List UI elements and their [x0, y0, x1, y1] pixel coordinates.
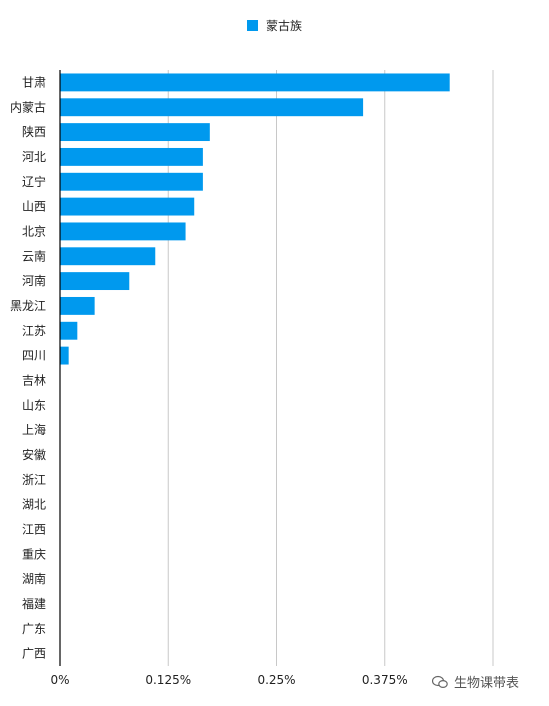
bar [60, 346, 69, 365]
legend-label: 蒙古族 [265, 19, 302, 33]
bar [60, 98, 364, 117]
category-label: 北京 [22, 224, 46, 238]
category-label: 湖北 [22, 497, 46, 512]
bar [60, 123, 210, 142]
x-tick-label: 0.25% [257, 673, 295, 687]
watermark: 生物课带表 [432, 672, 519, 691]
category-label: 重庆 [22, 547, 46, 561]
category-label: 福建 [22, 596, 46, 611]
category-label: 内蒙古 [10, 99, 46, 114]
category-label: 黑龙江 [10, 299, 46, 313]
category-label: 广西 [22, 647, 46, 661]
x-tick-label: 0.375% [362, 673, 408, 687]
category-label: 湖南 [22, 571, 46, 586]
bar [60, 247, 156, 266]
category-label: 山东 [22, 398, 46, 412]
wechat-icon [432, 675, 448, 689]
bar [60, 197, 195, 216]
category-label: 云南 [22, 248, 46, 263]
legend: 蒙古族 [0, 17, 549, 34]
category-label: 上海 [22, 422, 46, 437]
bar [60, 73, 450, 92]
bar [60, 222, 186, 241]
category-label: 广东 [22, 622, 46, 636]
category-label: 山西 [22, 200, 46, 214]
category-label: 陕西 [22, 124, 46, 139]
bar [60, 172, 203, 191]
category-label: 河北 [22, 150, 46, 164]
bar [60, 147, 203, 166]
x-tick-label: 0% [50, 673, 69, 687]
x-tick-label: 0.125% [145, 673, 191, 687]
category-label: 甘肃 [22, 75, 46, 89]
category-label: 安徽 [22, 447, 46, 462]
category-label: 四川 [22, 349, 46, 363]
category-label: 吉林 [22, 373, 46, 387]
bar [60, 296, 95, 315]
watermark-text: 生物课带表 [454, 676, 520, 691]
category-label: 江苏 [22, 324, 46, 338]
bar [60, 272, 130, 291]
category-label: 浙江 [22, 473, 46, 487]
category-label: 河南 [22, 273, 46, 288]
bar [60, 321, 78, 340]
legend-swatch [246, 20, 258, 31]
category-label: 江西 [22, 522, 46, 536]
category-label: 辽宁 [22, 174, 46, 189]
